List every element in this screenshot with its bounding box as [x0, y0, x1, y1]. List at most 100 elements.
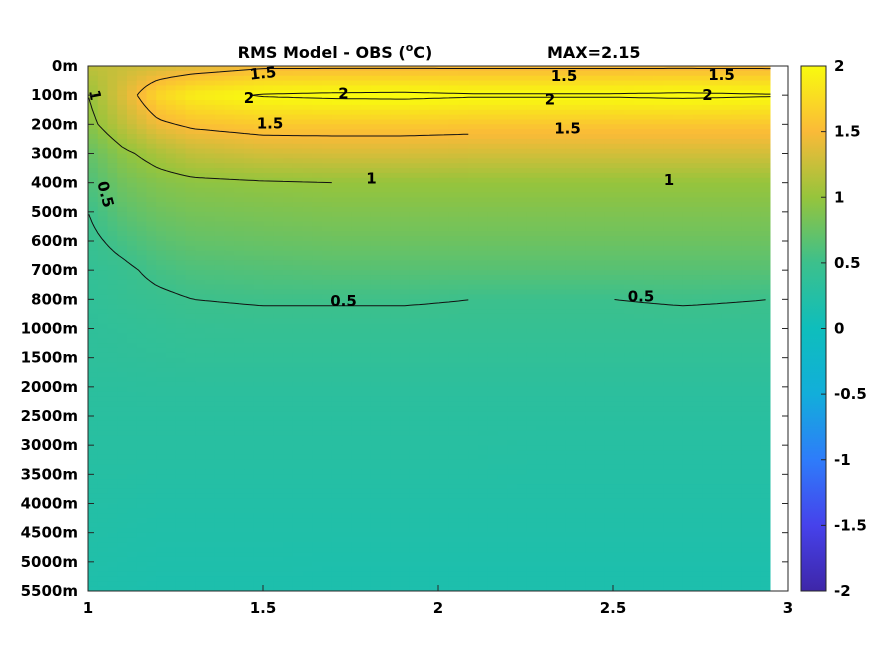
heatmap-cell: [234, 328, 245, 334]
heatmap-cell: [692, 362, 703, 368]
heatmap-cell: [419, 309, 430, 315]
heatmap-cell: [351, 279, 362, 286]
heatmap-cell: [751, 377, 762, 383]
heatmap-cell: [458, 241, 469, 247]
heatmap-cell: [331, 357, 343, 364]
heatmap-cell: [760, 313, 771, 320]
heatmap-cell: [682, 109, 694, 116]
heatmap-cell: [127, 391, 138, 398]
heatmap-cell: [409, 279, 421, 286]
heatmap-cell: [409, 187, 421, 193]
heatmap-cell: [721, 221, 733, 228]
heatmap-cell: [244, 124, 255, 130]
heatmap-cell: [575, 129, 586, 135]
heatmap-cell: [380, 313, 391, 320]
heatmap-cell: [205, 406, 216, 412]
heatmap-cell: [702, 279, 713, 286]
heatmap-cell: [556, 372, 567, 378]
heatmap-cell: [546, 255, 557, 262]
heatmap-cell: [565, 245, 577, 252]
heatmap-cell: [741, 323, 752, 330]
heatmap-cell: [88, 95, 99, 101]
heatmap-cell: [253, 187, 265, 193]
heatmap-cell: [156, 95, 167, 101]
heatmap-cell: [195, 221, 206, 228]
heatmap-cell: [195, 411, 206, 417]
heatmap-cell: [614, 182, 625, 189]
heatmap-cell: [712, 119, 723, 125]
heatmap-cell: [517, 362, 528, 368]
heatmap-cell: [214, 241, 226, 247]
heatmap-cell: [409, 104, 421, 111]
heatmap-cell: [361, 85, 372, 91]
heatmap-cell: [380, 347, 391, 354]
heatmap-cell: [205, 138, 216, 145]
heatmap-cell: [565, 343, 577, 349]
heatmap-cell: [458, 221, 469, 228]
heatmap-cell: [565, 226, 577, 232]
heatmap-cell: [614, 328, 625, 334]
heatmap-cell: [575, 367, 586, 373]
heatmap-cell: [760, 90, 771, 96]
heatmap-cell: [741, 129, 752, 135]
heatmap-cell: [575, 197, 586, 203]
heatmap-cell: [663, 100, 674, 106]
heatmap-cell: [322, 318, 333, 325]
heatmap-cell: [751, 80, 762, 87]
heatmap-cell: [458, 401, 469, 407]
heatmap-cell: [117, 343, 128, 349]
heatmap-cell: [546, 343, 557, 349]
heatmap-cell: [643, 148, 655, 155]
heatmap-cell: [487, 406, 499, 412]
heatmap-cell: [175, 250, 187, 257]
heatmap-cell: [741, 241, 752, 247]
heatmap-cell: [731, 328, 742, 334]
heatmap-cell: [312, 270, 323, 276]
heatmap-cell: [380, 372, 391, 378]
heatmap-cell: [400, 386, 411, 393]
heatmap-cell: [117, 265, 128, 271]
heatmap-cell: [88, 265, 99, 271]
heatmap-cell: [156, 90, 167, 96]
heatmap-cell: [546, 309, 557, 315]
heatmap-cell: [556, 270, 567, 276]
heatmap-cell: [721, 158, 733, 164]
heatmap-cell: [468, 333, 479, 339]
heatmap-cell: [712, 245, 723, 252]
heatmap-cell: [146, 309, 157, 315]
heatmap-cell: [205, 236, 216, 242]
heatmap-cell: [731, 70, 742, 77]
heatmap-cell: [565, 187, 577, 193]
heatmap-cell: [458, 372, 469, 378]
heatmap-cell: [643, 216, 655, 223]
heatmap-cell: [517, 255, 528, 262]
heatmap-cell: [166, 406, 177, 412]
heatmap-cell: [253, 313, 265, 320]
heatmap-cell: [331, 129, 343, 135]
heatmap-cell: [390, 362, 401, 368]
heatmap-cell: [487, 381, 499, 388]
heatmap-cell: [175, 129, 187, 135]
heatmap-cell: [244, 221, 255, 228]
heatmap-cell: [712, 143, 723, 150]
heatmap-cell: [292, 153, 304, 159]
heatmap-cell: [458, 236, 469, 242]
heatmap-cell: [331, 202, 343, 208]
heatmap-cell: [721, 362, 733, 368]
heatmap-cell: [760, 211, 771, 218]
heatmap-cell: [507, 134, 518, 140]
heatmap-cell: [214, 304, 226, 310]
heatmap-cell: [517, 206, 528, 213]
heatmap-cell: [331, 318, 343, 325]
heatmap-cell: [419, 391, 430, 398]
heatmap-cell: [361, 168, 372, 174]
heatmap-cell: [400, 241, 411, 247]
heatmap-cell: [224, 396, 235, 403]
heatmap-cell: [682, 192, 694, 198]
heatmap-cell: [331, 236, 343, 242]
heatmap-cell: [107, 362, 118, 368]
heatmap-cell: [214, 70, 226, 77]
heatmap-cell: [195, 153, 206, 159]
heatmap-cell: [88, 202, 99, 208]
heatmap-cell: [653, 279, 664, 286]
